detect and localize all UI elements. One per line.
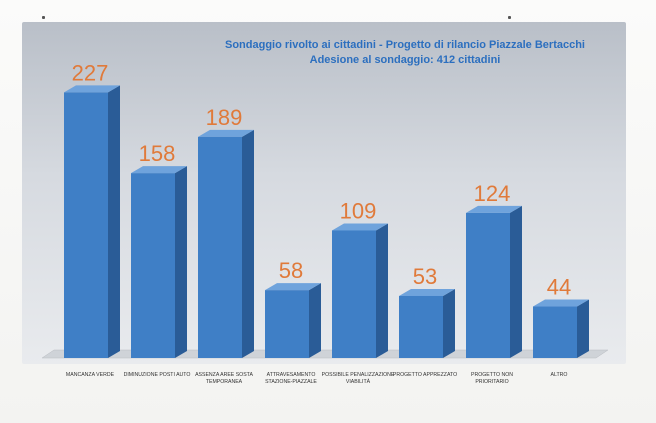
bar-side — [175, 166, 187, 358]
bar-value-label: 227 — [72, 60, 109, 85]
bar-side — [376, 223, 388, 358]
bar — [332, 230, 376, 358]
bar — [399, 295, 443, 358]
bar-side — [242, 129, 254, 358]
bar-top — [64, 85, 120, 93]
bar-side — [577, 299, 589, 358]
chart-panel — [22, 22, 626, 364]
x-tick-label: ATTRAVESAMENTO — [267, 372, 316, 378]
bar-top — [466, 205, 522, 213]
chart-title: Sondaggio rivolto ai cittadini - Progett… — [224, 39, 585, 51]
bar-value-label: 124 — [474, 181, 511, 206]
x-tick-label: STAZIONE-PIAZZALE — [265, 379, 317, 385]
x-tick-label: ASSENZA AREE SOSTA — [195, 372, 253, 378]
bar — [64, 92, 108, 358]
bar-top — [265, 283, 321, 291]
bar-top — [198, 129, 254, 137]
bar — [466, 212, 510, 358]
x-tick-label: ALTRO — [551, 372, 568, 378]
x-tick-label: PROGETTO APPREZZATO — [393, 372, 457, 378]
x-tick-label: DIMINUZIONE POSTI AUTO — [124, 372, 191, 378]
bar-top — [332, 223, 388, 231]
bar — [198, 136, 242, 358]
x-tick-label: PRIORITARIO — [475, 379, 508, 385]
bar-side — [443, 288, 455, 358]
bar-side — [510, 205, 522, 358]
bar-top — [131, 166, 187, 174]
scan-mark — [42, 16, 45, 19]
x-tick-label: POSSIBILE PENALIZZAZIONE — [322, 372, 395, 378]
bar-value-label: 189 — [206, 105, 243, 130]
bar-value-label: 158 — [139, 141, 176, 166]
bar-value-label: 44 — [547, 275, 571, 300]
bar-top — [399, 288, 455, 296]
x-tick-label: PROGETTO NON — [471, 372, 513, 378]
bar-side — [309, 283, 321, 358]
scan-mark — [508, 16, 511, 19]
bar-value-label: 58 — [279, 258, 303, 283]
bar-top — [533, 299, 589, 307]
x-tick-label: TEMPORANEA — [206, 379, 243, 385]
bar-value-label: 53 — [413, 264, 437, 289]
x-tick-label: MANCANZA VERDE — [66, 372, 115, 378]
chart-floor — [41, 349, 609, 359]
bar — [131, 173, 175, 358]
bar-value-label: 109 — [340, 198, 377, 223]
bar — [533, 306, 577, 358]
chart-subtitle: Adesione al sondaggio: 412 cittadini — [309, 54, 501, 66]
bar-side — [108, 85, 120, 358]
x-tick-label: VIABILITÀ — [346, 378, 371, 385]
chart-title-block: Sondaggio rivolto ai cittadini - Progett… — [190, 38, 620, 68]
bar — [265, 290, 309, 358]
